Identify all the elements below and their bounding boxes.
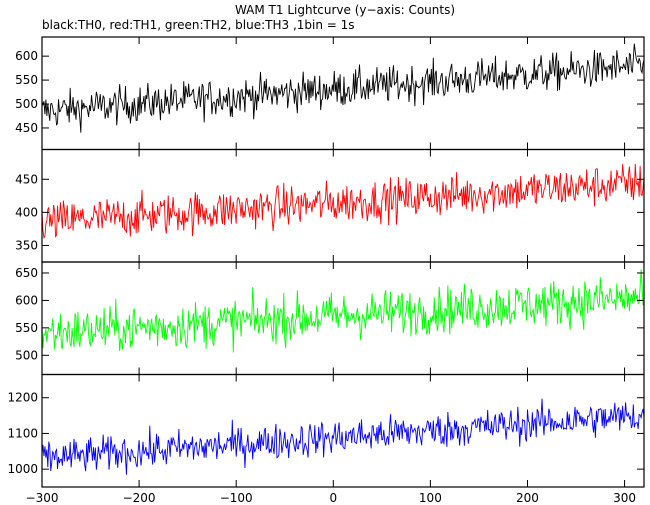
series-line-th1: [41, 163, 645, 239]
series-line-th3: [41, 398, 645, 475]
x-tick-label: −100: [220, 491, 253, 505]
y-tick-label: 1000: [7, 462, 38, 476]
y-tick-label: 350: [15, 238, 38, 252]
panel-frame: [41, 261, 645, 376]
figure-subtitle: black:TH0, red:TH1, green:TH2, blue:TH3 …: [42, 18, 355, 32]
y-tick-label: 550: [15, 73, 38, 87]
panel-frame: [41, 373, 645, 488]
y-tick-label: 500: [15, 348, 38, 362]
panel-th1: 350 400 450: [15, 148, 645, 263]
x-tick-label: −300: [26, 491, 59, 505]
y-tick-label: 600: [15, 49, 38, 63]
y-tick-label: 600: [15, 293, 38, 307]
panel-th3: 1000 1100 1200: [7, 373, 645, 488]
figure-title: WAM T1 Lightcurve (y−axis: Counts): [235, 3, 455, 17]
panel-th2: 500 550 600 650: [15, 261, 645, 376]
x-tick-label: 0: [329, 491, 337, 505]
y-tick-label: 500: [15, 97, 38, 111]
x-tick-label: 100: [419, 491, 442, 505]
y-tick-label: 450: [15, 172, 38, 186]
panel-frame: [41, 148, 645, 263]
y-tick-label: 650: [15, 266, 38, 280]
y-tick-label: 1100: [7, 426, 38, 440]
y-tick-label: 450: [15, 121, 38, 135]
y-tick-label: 400: [15, 205, 38, 219]
x-tick-label: 200: [516, 491, 539, 505]
x-tick-label: −200: [123, 491, 156, 505]
series-line-th2: [41, 269, 645, 353]
y-tick-label: 1200: [7, 391, 38, 405]
y-tick-label: 550: [15, 321, 38, 335]
panels-group: 4505005506003504004505005506006501000110…: [7, 36, 645, 505]
series-line-th0: [41, 43, 645, 133]
x-tick-label: 300: [613, 491, 636, 505]
panel-th0: 450 500 550 600: [15, 36, 645, 151]
